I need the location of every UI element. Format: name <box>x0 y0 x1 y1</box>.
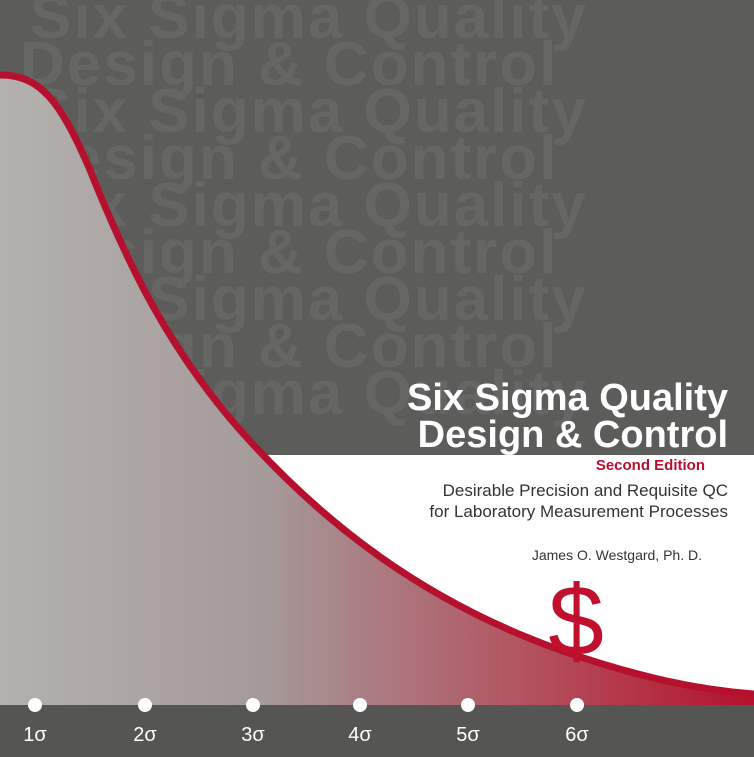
sigma-dot <box>353 698 367 712</box>
bottom-strip <box>0 705 754 757</box>
sigma-dot <box>570 698 584 712</box>
title-line: Six Sigma Quality <box>407 377 728 419</box>
sigma-label: 6σ <box>565 724 589 746</box>
watermark-text: Six Sigma Quality <box>30 77 588 146</box>
watermark-text: Six Sigma Quality <box>30 171 588 240</box>
sigma-label: 3σ <box>241 724 265 746</box>
curve-edge <box>0 71 754 698</box>
sigma-dot <box>246 698 260 712</box>
watermark-text: Design & Control <box>20 30 558 99</box>
subtitle-line: Desirable Precision and Requisite QC <box>443 481 728 500</box>
sigma-label: 2σ <box>133 724 157 746</box>
sigma-scale: 1σ 2σ 3σ 4σ 5σ 6σ <box>23 698 589 746</box>
sigma-label: 1σ <box>23 724 47 746</box>
edition: Second Edition <box>596 457 705 474</box>
sigma-dot <box>461 698 475 712</box>
curve-area <box>0 75 754 705</box>
sigma-dot <box>138 698 152 712</box>
sigma-label: 5σ <box>456 724 480 746</box>
dollar-sign: $ <box>548 565 604 677</box>
subtitle-line: for Laboratory Measurement Processes <box>429 502 728 521</box>
watermark-text: Design & Control <box>20 124 558 193</box>
sigma-dot <box>28 698 42 712</box>
sigma-label: 4σ <box>348 724 372 746</box>
author: James O. Westgard, Ph. D. <box>532 547 702 563</box>
title-line: Design & Control <box>418 414 728 456</box>
watermark-text: Six Sigma Quality <box>30 0 588 52</box>
